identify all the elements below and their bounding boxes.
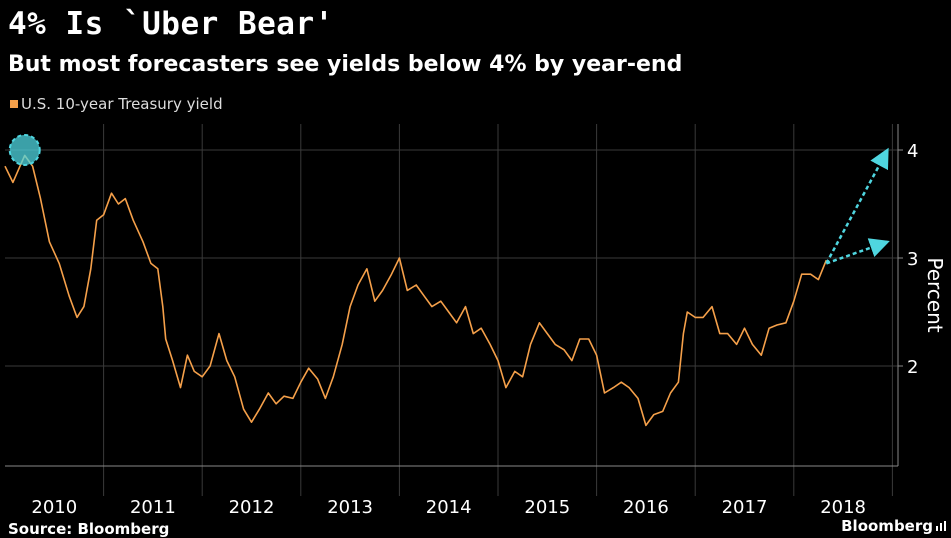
- annotations: [8, 134, 890, 265]
- x-tick-label: 2015: [524, 497, 570, 518]
- x-tick-label: 2016: [623, 497, 669, 518]
- yield-series-line: [4, 154, 828, 427]
- chart-subtitle: But most forecasters see yields below 4%…: [8, 52, 683, 77]
- y-ticks: 2 3 4: [898, 141, 918, 378]
- x-tick-label: 2013: [327, 497, 373, 518]
- chart-title: 4% Is `Uber Bear': [8, 6, 334, 42]
- bar-chart-icon: [936, 521, 946, 531]
- y-tick-label: 3: [907, 249, 918, 270]
- x-tick-label: 2010: [31, 497, 77, 518]
- x-tick-label: 2017: [722, 497, 768, 518]
- x-tick-label: 2018: [820, 497, 866, 518]
- y-gridlines: [5, 149, 898, 367]
- x-tick-label: 2011: [130, 497, 176, 518]
- legend-swatch: [10, 100, 18, 108]
- y-tick-label: 4: [907, 141, 918, 162]
- brand-logo-text: Bloomberg: [841, 517, 933, 535]
- x-tick-label: 2012: [229, 497, 275, 518]
- legend-label: U.S. 10-year Treasury yield: [21, 95, 223, 113]
- x-gridlines: [103, 124, 893, 496]
- forecast-arrow: [825, 147, 889, 264]
- y-tick-label: 2: [907, 357, 918, 378]
- forecast-arrow: [825, 238, 890, 265]
- source-note: Source: Bloomberg: [8, 520, 170, 538]
- legend: U.S. 10-year Treasury yield: [10, 95, 223, 113]
- y-axis-label: Percent: [923, 257, 947, 332]
- peak-highlight-circle: [8, 134, 41, 166]
- x-ticks: 2010 2011 2012 2013 2014 2015 2016 2017 2018: [31, 497, 866, 518]
- x-tick-label: 2014: [426, 497, 472, 518]
